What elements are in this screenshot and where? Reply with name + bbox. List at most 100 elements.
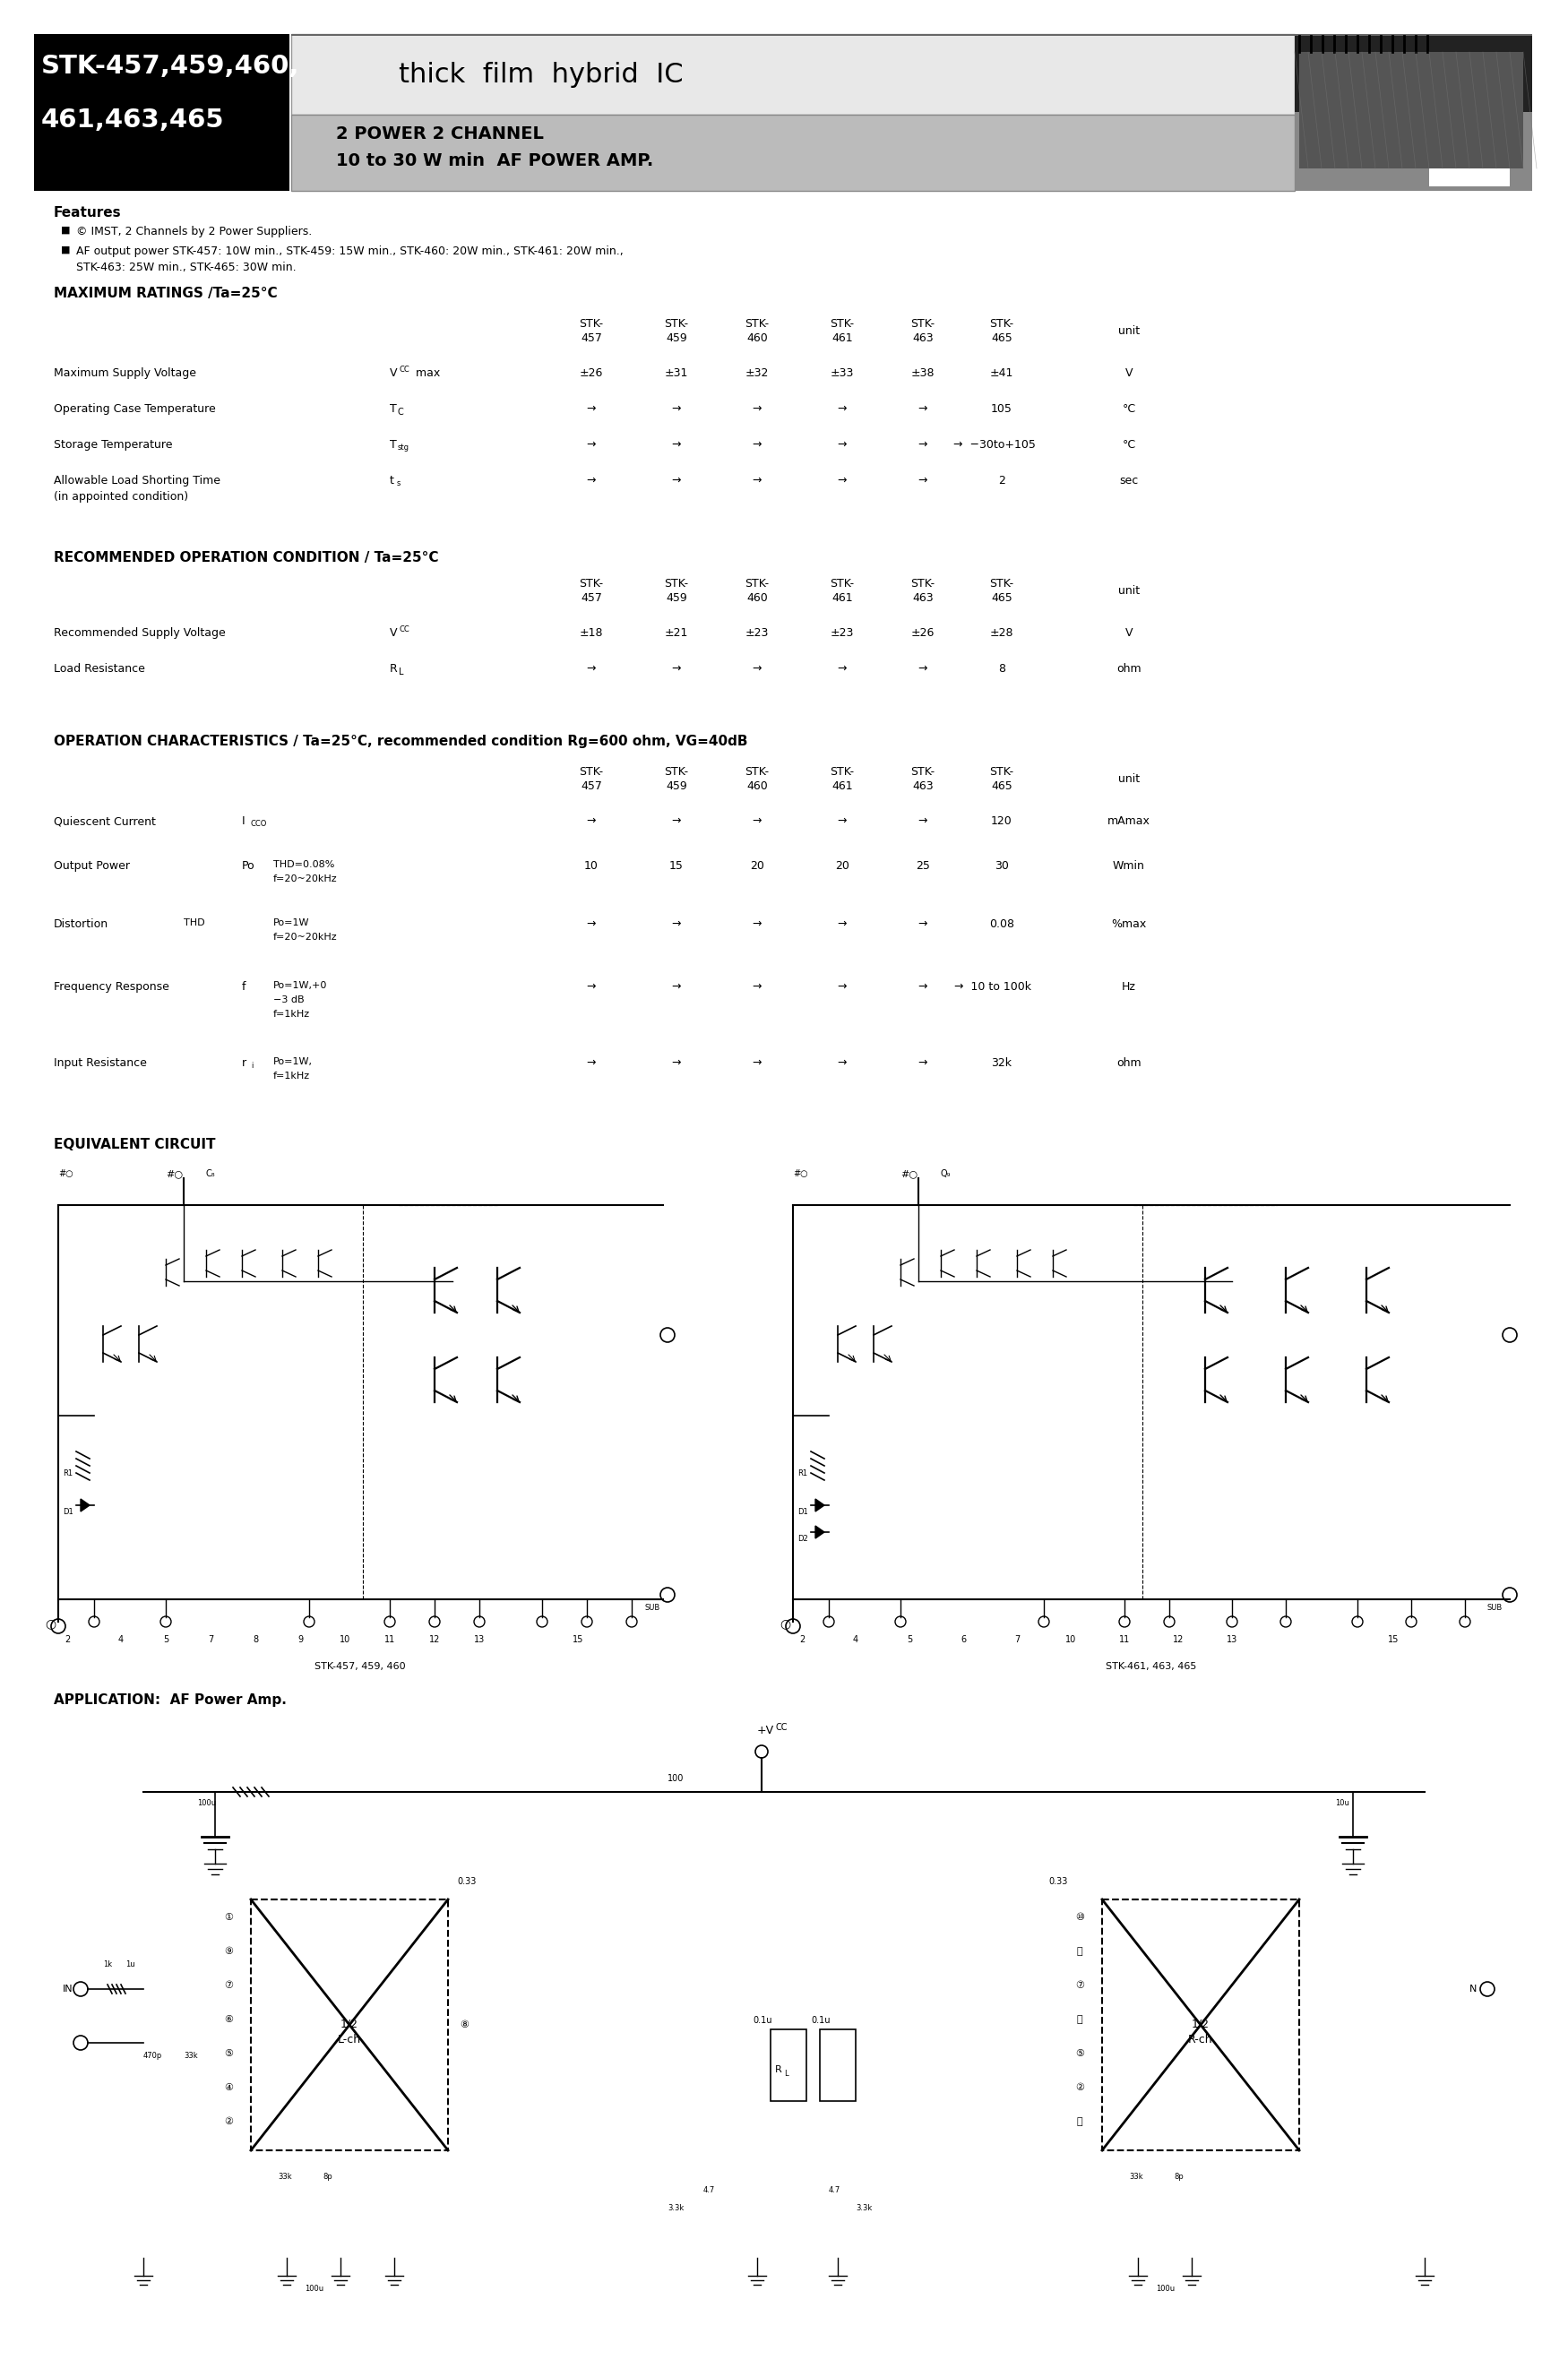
Text: 0.08: 0.08	[989, 918, 1014, 929]
Bar	[784, 1165, 1519, 1650]
Text: STK-: STK-	[665, 578, 688, 589]
Text: STK-: STK-	[911, 578, 935, 589]
Text: 463: 463	[913, 780, 933, 792]
Text: #○: #○	[58, 1169, 74, 1179]
Text: Po: Po	[241, 860, 256, 872]
Text: →: →	[837, 404, 847, 416]
Polygon shape	[815, 1500, 825, 1512]
Text: 15: 15	[1388, 1635, 1399, 1645]
Text: 461: 461	[831, 333, 853, 345]
Text: Quiescent Current: Quiescent Current	[53, 815, 155, 827]
Text: 10: 10	[585, 860, 599, 872]
Text: 3.3k: 3.3k	[856, 2203, 872, 2213]
Circle shape	[756, 1745, 768, 1759]
Text: f=1kHz: f=1kHz	[273, 1072, 310, 1082]
Text: STK-: STK-	[989, 319, 1014, 330]
Text: stg: stg	[398, 444, 409, 452]
Text: 2 POWER 2 CHANNEL: 2 POWER 2 CHANNEL	[336, 126, 544, 143]
Text: 461: 461	[831, 780, 853, 792]
Text: →: →	[753, 815, 762, 827]
Text: ±28: ±28	[989, 628, 1013, 639]
Circle shape	[74, 2035, 88, 2049]
Text: →: →	[919, 440, 928, 452]
Text: 457: 457	[580, 333, 602, 345]
Text: C₈: C₈	[205, 1169, 216, 1179]
Text: Input Resistance: Input Resistance	[53, 1058, 147, 1070]
Text: 463: 463	[913, 333, 933, 345]
Text: 25: 25	[916, 860, 930, 872]
Text: mAmax: mAmax	[1107, 815, 1151, 827]
Text: →: →	[753, 663, 762, 675]
Text: 459: 459	[666, 780, 687, 792]
Text: ⑰: ⑰	[1077, 1947, 1082, 1956]
Text: 105: 105	[991, 404, 1013, 416]
Circle shape	[1460, 1616, 1471, 1628]
Circle shape	[474, 1616, 485, 1628]
Text: D2: D2	[798, 1536, 808, 1543]
Text: →: →	[837, 1058, 847, 1070]
Text: Wmin: Wmin	[1113, 860, 1145, 872]
Text: ohm: ohm	[1116, 1058, 1142, 1070]
Text: R1: R1	[798, 1469, 808, 1478]
Text: 8: 8	[252, 1635, 259, 1645]
Text: Po=1W,+0: Po=1W,+0	[273, 982, 328, 991]
Circle shape	[430, 1616, 441, 1628]
Text: N: N	[1469, 1985, 1477, 1994]
Circle shape	[786, 1619, 800, 1633]
Text: 0.1u: 0.1u	[753, 2016, 771, 2025]
Text: STK-461, 463, 465: STK-461, 463, 465	[1105, 1662, 1196, 1671]
Text: f=20~20kHz: f=20~20kHz	[273, 932, 337, 941]
Text: 6: 6	[961, 1635, 966, 1645]
Text: 459: 459	[666, 333, 687, 345]
Text: →: →	[586, 1058, 596, 1070]
Text: unit: unit	[1118, 326, 1140, 338]
Text: 0.1u: 0.1u	[811, 2016, 829, 2025]
Text: 33k: 33k	[183, 2051, 198, 2061]
Text: °C: °C	[1123, 404, 1135, 416]
Bar	[1428, 102, 1510, 185]
Circle shape	[89, 1616, 99, 1628]
Text: →: →	[919, 663, 928, 675]
Text: →: →	[586, 404, 596, 416]
Text: ⑨: ⑨	[224, 1947, 234, 1956]
Text: ⑧: ⑧	[459, 2020, 469, 2030]
Text: →: →	[586, 918, 596, 929]
Bar	[49, 1165, 673, 1650]
Circle shape	[1038, 1616, 1049, 1628]
Text: AF output power STK-457: 10W min., STK-459: 15W min., STK-460: 20W min., STK-461: AF output power STK-457: 10W min., STK-4…	[77, 245, 624, 257]
Circle shape	[536, 1616, 547, 1628]
Text: °C: °C	[1123, 440, 1135, 452]
Text: ±21: ±21	[665, 628, 688, 639]
Text: 100: 100	[668, 1773, 684, 1783]
Text: V: V	[1126, 368, 1132, 378]
Text: →: →	[919, 1058, 928, 1070]
Text: 120: 120	[991, 815, 1013, 827]
Text: Output Power: Output Power	[53, 860, 130, 872]
Text: ±31: ±31	[665, 368, 688, 378]
Text: ②: ②	[1076, 2082, 1083, 2092]
Text: ±23: ±23	[745, 628, 768, 639]
Text: OPERATION CHARACTERISTICS / Ta=25°C, recommended condition Rg=600 ohm, VG=40dB: OPERATION CHARACTERISTICS / Ta=25°C, rec…	[53, 734, 748, 749]
Text: ±23: ±23	[831, 628, 855, 639]
Text: 465: 465	[991, 592, 1013, 604]
Bar	[1102, 1899, 1300, 2151]
Text: 8: 8	[999, 663, 1005, 675]
Text: I: I	[241, 815, 245, 827]
Text: ○: ○	[779, 1616, 790, 1631]
Bar	[292, 114, 1295, 190]
Circle shape	[1226, 1616, 1237, 1628]
Text: STK-: STK-	[911, 319, 935, 330]
Text: →: →	[837, 982, 847, 994]
Text: Load Resistance: Load Resistance	[53, 663, 146, 675]
Text: i: i	[251, 1063, 252, 1070]
Circle shape	[626, 1616, 637, 1628]
Text: f: f	[241, 982, 246, 994]
Text: ±32: ±32	[745, 368, 768, 378]
Polygon shape	[815, 1526, 825, 1538]
Text: 2: 2	[800, 1635, 804, 1645]
Text: 32k: 32k	[991, 1058, 1011, 1070]
Text: SUB: SUB	[1488, 1604, 1502, 1612]
Text: 4: 4	[853, 1635, 858, 1645]
Text: 4.7: 4.7	[829, 2187, 840, 2194]
Text: (in appointed condition): (in appointed condition)	[53, 492, 188, 502]
